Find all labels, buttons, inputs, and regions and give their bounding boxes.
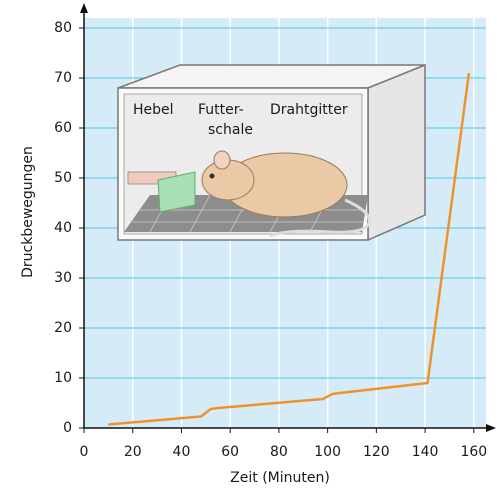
x-axis-label: Zeit (Minuten) [230, 470, 330, 486]
x-tick-label: 40 [173, 444, 191, 460]
x-tick-label: 60 [221, 444, 239, 460]
x-tick-label: 100 [314, 444, 341, 460]
y-tick-label: 50 [54, 170, 72, 186]
y-tick-label: 70 [54, 70, 72, 86]
x-tick-label: 120 [363, 444, 390, 460]
y-tick-label: 10 [54, 370, 72, 386]
x-tick-label: 140 [412, 444, 439, 460]
y-tick-label: 0 [63, 420, 72, 436]
illustration-label: schale [208, 122, 253, 138]
x-tick-label: 160 [460, 444, 487, 460]
illustration-label: Hebel [133, 102, 174, 118]
y-tick-label: 80 [54, 20, 72, 36]
y-axis-label: Druckbewegungen [20, 146, 36, 278]
y-tick-label: 60 [54, 120, 72, 136]
illustration-label: Futter- [198, 102, 244, 118]
x-tick-label: 0 [80, 444, 89, 460]
x-tick-label: 20 [124, 444, 142, 460]
y-tick-label: 40 [54, 220, 72, 236]
y-tick-label: 30 [54, 270, 72, 286]
y-tick-label: 20 [54, 320, 72, 336]
illustration-label: Drahtgitter [270, 102, 348, 118]
skinner-box-illustration: Hebel Futter- schale Drahtgitter [118, 65, 425, 240]
x-tick-label: 80 [270, 444, 288, 460]
chart: Hebel Futter- schale Drahtgitter Zeit (M… [0, 0, 497, 492]
